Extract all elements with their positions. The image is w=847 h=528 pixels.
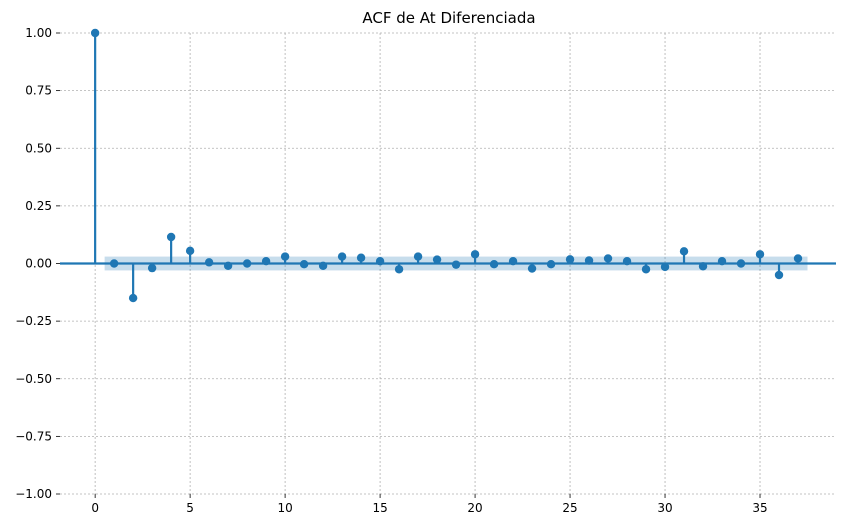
acf-point	[432, 255, 442, 264]
acf-point	[679, 247, 689, 256]
acf-point	[280, 252, 290, 261]
acf-point	[337, 252, 347, 261]
acf-point	[356, 253, 366, 262]
acf-point	[185, 246, 195, 256]
y-tick-label: 0.50	[25, 141, 52, 155]
acf-point	[698, 262, 708, 271]
acf-point	[299, 259, 309, 269]
acf-point	[736, 259, 746, 268]
acf-point	[622, 256, 632, 266]
acf-point	[413, 252, 423, 261]
y-tick-label: −0.75	[15, 429, 52, 443]
acf-point	[546, 259, 556, 269]
acf-point	[793, 254, 803, 263]
y-tick-label: −0.50	[15, 372, 52, 386]
acf-point	[375, 256, 385, 266]
acf-point	[641, 265, 651, 274]
acf-point	[508, 256, 518, 266]
y-tick-label: −0.25	[15, 314, 52, 328]
acf-point	[774, 270, 784, 280]
acf-point	[489, 259, 499, 269]
acf-point	[755, 250, 765, 259]
acf-point	[318, 261, 328, 271]
acf-point	[565, 255, 575, 264]
acf-point	[603, 254, 613, 263]
acf-point	[527, 264, 537, 273]
x-tick-label: 10	[277, 501, 292, 515]
acf-point	[204, 258, 214, 267]
y-tick-label: 1.00	[25, 26, 52, 40]
acf-point	[261, 256, 271, 266]
acf-point	[584, 256, 594, 265]
axis-layer: 0 5 10 15 20 25 30 35 −1.00 −0.75 −0.50 −0.25 0.00 0.…	[15, 26, 836, 515]
acf-point	[147, 263, 157, 273]
y-tick-label: 0.00	[25, 257, 52, 271]
acf-point	[394, 265, 404, 274]
acf-point	[660, 262, 670, 272]
x-tick-label: 35	[752, 501, 767, 515]
acf-point	[451, 260, 461, 269]
x-tick-label: 15	[372, 501, 387, 515]
x-tick-label: 30	[657, 501, 672, 515]
y-tick-label: 0.75	[25, 84, 52, 98]
acf-point	[128, 293, 138, 303]
x-tick-label: 25	[562, 501, 577, 515]
y-tick-label: −1.00	[15, 487, 52, 501]
acf-point	[242, 259, 252, 268]
acf-point	[717, 256, 727, 266]
x-tick-label: 5	[186, 501, 194, 515]
acf-point	[166, 232, 176, 242]
acf-point	[109, 259, 119, 268]
acf-point	[223, 261, 233, 271]
x-tick-label: 20	[467, 501, 482, 515]
acf-point	[470, 250, 480, 259]
chart-title: ACF de At Diferenciada	[362, 9, 535, 27]
x-tick-label: 0	[91, 501, 99, 515]
stem-layer	[90, 28, 803, 303]
acf-point	[90, 28, 100, 38]
y-tick-label: 0.25	[25, 199, 52, 213]
